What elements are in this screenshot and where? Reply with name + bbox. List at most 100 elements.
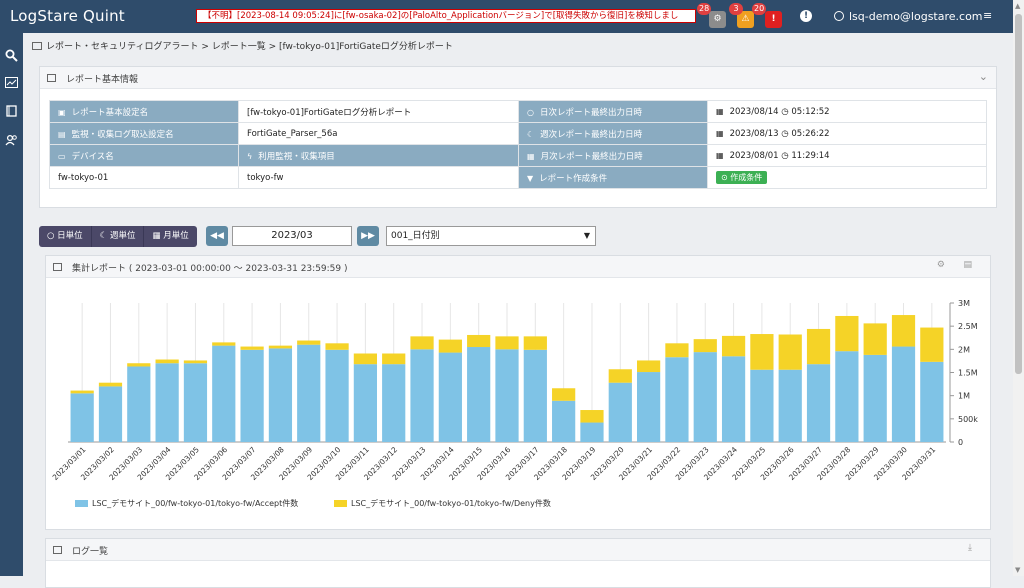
bar-deny[interactable] xyxy=(721,335,746,357)
bar-deny[interactable] xyxy=(665,343,689,358)
panel-header: 集計レポート ( 2023-03-01 00:00:00 ～ 2023-03-3… xyxy=(46,256,990,278)
app-brand[interactable]: LogStare Quint xyxy=(10,7,125,25)
bar-deny[interactable] xyxy=(750,334,774,370)
legend-item-deny[interactable]: LSC_デモサイト_00/fw-tokyo-01/tokyo-fw/Deny件数 xyxy=(334,498,551,509)
bar-accept[interactable] xyxy=(155,363,179,442)
y-tick-label: 2M xyxy=(958,345,970,354)
settings-icon: ⊙ xyxy=(721,173,731,182)
warning-count-badge: 3 xyxy=(729,3,743,15)
bar-accept[interactable] xyxy=(382,364,406,442)
bar-deny[interactable] xyxy=(467,334,491,348)
bar-deny[interactable] xyxy=(920,327,944,362)
bar-accept[interactable] xyxy=(127,366,151,442)
bar-deny[interactable] xyxy=(552,388,576,401)
bar-deny[interactable] xyxy=(863,323,887,355)
bar-deny[interactable] xyxy=(523,336,547,350)
download-icon[interactable]: ⤓ xyxy=(968,543,972,553)
bar-deny[interactable] xyxy=(438,339,462,353)
bar-accept[interactable] xyxy=(778,369,802,442)
chart-icon xyxy=(32,42,42,50)
bar-accept[interactable] xyxy=(98,386,123,442)
scroll-down-icon[interactable]: ▼ xyxy=(1015,566,1021,574)
warning-icon[interactable]: ⚠ xyxy=(737,11,754,28)
bar-deny[interactable] xyxy=(637,360,661,373)
bar-accept[interactable] xyxy=(438,352,462,442)
bar-accept[interactable] xyxy=(268,348,293,442)
bar-accept[interactable] xyxy=(920,361,944,442)
bar-accept[interactable] xyxy=(325,349,349,442)
info-icon[interactable]: ! xyxy=(800,10,812,22)
bar-accept[interactable] xyxy=(806,364,831,442)
bar-deny[interactable] xyxy=(98,382,123,387)
bar-deny[interactable] xyxy=(580,410,604,423)
bar-deny[interactable] xyxy=(240,346,264,350)
bar-accept[interactable] xyxy=(353,364,377,442)
page-scrollbar[interactable]: ▲ ▼ xyxy=(1013,0,1024,576)
create-condition-button[interactable]: ⊙ 作成条件 xyxy=(716,171,768,184)
bar-accept[interactable] xyxy=(580,422,604,442)
gear-icon[interactable]: ⚙ xyxy=(709,11,726,28)
user-icon[interactable] xyxy=(834,11,844,21)
bar-deny[interactable] xyxy=(70,390,94,394)
bar-accept[interactable] xyxy=(240,349,264,442)
monthly-button[interactable]: ▦ 月単位 xyxy=(144,226,197,247)
settings-icon[interactable]: ⚙ xyxy=(936,260,945,270)
bar-deny[interactable] xyxy=(268,345,293,349)
error-icon[interactable]: ! xyxy=(765,11,782,28)
bar-deny[interactable] xyxy=(410,336,434,350)
bar-deny[interactable] xyxy=(155,359,179,364)
user-name[interactable]: lsq-demo@logstare.com xyxy=(849,10,983,23)
chart-icon[interactable] xyxy=(4,77,19,92)
next-period-button[interactable]: ▶▶ xyxy=(357,226,379,246)
bar-deny[interactable] xyxy=(297,340,321,345)
bar-accept[interactable] xyxy=(410,349,434,442)
bar-accept[interactable] xyxy=(608,382,632,442)
daily-button[interactable]: ○ 日単位 xyxy=(39,226,92,247)
y-tick-label: 0 xyxy=(958,438,963,447)
bar-deny[interactable] xyxy=(608,369,632,383)
alert-ticker[interactable]: 【不明】[2023-08-14 09:05:24]に[fw-osaka-02]の… xyxy=(196,9,696,23)
scroll-thumb[interactable] xyxy=(1015,14,1022,374)
weekly-button[interactable]: ☾ 週単位 xyxy=(91,226,145,247)
bar-deny[interactable] xyxy=(325,343,349,350)
bar-deny[interactable] xyxy=(353,353,377,365)
bar-accept[interactable] xyxy=(552,400,576,442)
aggregation-select[interactable]: 001_日付別 ▼ xyxy=(386,226,596,246)
bar-deny[interactable] xyxy=(693,339,717,353)
bar-accept[interactable] xyxy=(637,372,661,442)
prev-period-button[interactable]: ◀◀ xyxy=(206,226,228,246)
bar-accept[interactable] xyxy=(693,352,717,442)
bar-deny[interactable] xyxy=(127,363,151,367)
bar-deny[interactable] xyxy=(212,342,236,346)
chevron-down-icon[interactable]: ⌄ xyxy=(978,70,988,83)
book-icon[interactable] xyxy=(4,105,19,120)
document-icon[interactable]: ▤ xyxy=(963,260,972,270)
bar-accept[interactable] xyxy=(183,363,208,442)
bar-accept[interactable] xyxy=(467,347,491,442)
bar-deny[interactable] xyxy=(806,328,831,365)
bar-accept[interactable] xyxy=(495,349,519,442)
bar-accept[interactable] xyxy=(212,345,236,442)
bar-accept[interactable] xyxy=(523,349,547,442)
bar-deny[interactable] xyxy=(382,353,406,365)
legend-item-accept[interactable]: LSC_デモサイト_00/fw-tokyo-01/tokyo-fw/Accept… xyxy=(75,498,298,509)
bar-deny[interactable] xyxy=(891,315,916,347)
bar-deny[interactable] xyxy=(778,334,802,370)
breadcrumb-text[interactable]: レポート・セキュリティログアラート > レポート一覧 > [fw-tokyo-0… xyxy=(46,42,453,52)
bar-deny[interactable] xyxy=(495,336,519,350)
search-icon[interactable] xyxy=(4,49,19,64)
bar-accept[interactable] xyxy=(70,393,94,442)
bar-accept[interactable] xyxy=(721,356,746,442)
period-date-input[interactable]: 2023/03 xyxy=(232,226,352,246)
scroll-up-icon[interactable]: ▲ xyxy=(1015,2,1021,10)
bar-accept[interactable] xyxy=(891,346,916,442)
bar-accept[interactable] xyxy=(665,357,689,442)
bar-accept[interactable] xyxy=(750,369,774,442)
menu-icon[interactable]: ≡ xyxy=(983,9,993,22)
bar-accept[interactable] xyxy=(835,351,859,442)
bar-deny[interactable] xyxy=(183,360,208,364)
users-icon[interactable] xyxy=(4,134,19,149)
bar-accept[interactable] xyxy=(863,354,887,442)
bar-deny[interactable] xyxy=(835,315,859,352)
bar-accept[interactable] xyxy=(297,344,321,442)
